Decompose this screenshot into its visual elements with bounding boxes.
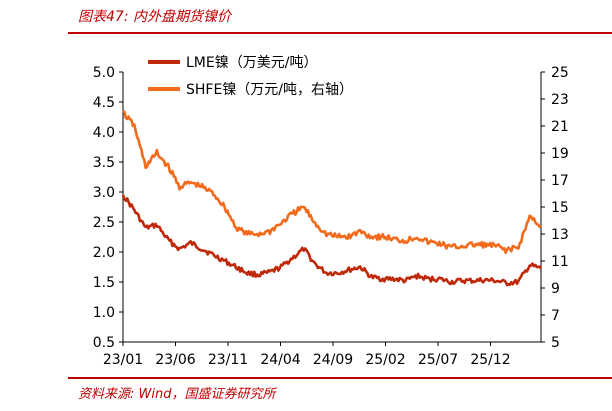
top-rule <box>68 32 612 34</box>
right-axis-tick-label: 23 <box>551 92 569 108</box>
left-axis-tick-label: 5.0 <box>93 65 115 81</box>
x-axis-tick-label: 24/04 <box>260 352 300 368</box>
x-axis-tick-label: 24/09 <box>313 352 353 368</box>
right-axis-tick-label: 7 <box>551 308 560 324</box>
right-axis-tick-label: 5 <box>551 335 560 351</box>
series-line-lme <box>121 194 543 287</box>
bottom-rule <box>68 377 612 379</box>
x-axis-tick-label: 25/07 <box>418 352 458 368</box>
x-axis-tick-label: 25/12 <box>470 352 510 368</box>
right-axis-tick-label: 21 <box>551 119 569 135</box>
left-axis-tick-label: 3.0 <box>93 185 115 201</box>
x-axis-tick-label: 23/11 <box>208 352 248 368</box>
chart-legend: LME镍（万美元/吨） SHFE镍（万元/吨，右轴） <box>148 55 353 98</box>
right-axis-tick-label: 19 <box>551 146 569 162</box>
source-note: 资料来源: Wind，国盛证券研究所 <box>78 387 276 402</box>
left-axis-tick-label: 0.5 <box>93 335 115 351</box>
figure-title: 图表47: 内外盘期货镍价 <box>78 9 231 25</box>
series-line-shfe <box>122 110 542 254</box>
left-axis-tick-label: 2.0 <box>93 245 115 261</box>
legend-label-shfe: SHFE镍（万元/吨，右轴） <box>186 82 353 98</box>
right-axis-tick-label: 17 <box>551 173 569 189</box>
right-axis-tick-label: 13 <box>551 227 569 243</box>
left-axis-tick-label: 4.5 <box>93 95 115 111</box>
right-axis-tick-label: 25 <box>551 65 569 81</box>
right-axis-tick-label: 11 <box>551 254 569 270</box>
left-axis-tick-label: 1.5 <box>93 275 115 291</box>
chart-axes: 0.5 1.0 1.5 2.0 2.5 3.0 3.5 4.0 4.5 5.0 5 7 9 11 13 15 1… <box>93 65 569 368</box>
left-axis-tick-label: 3.5 <box>93 155 115 171</box>
legend-label-lme: LME镍（万美元/吨） <box>186 55 317 71</box>
left-axis-tick-label: 2.5 <box>93 215 115 231</box>
x-axis-tick-label: 23/01 <box>103 352 143 368</box>
x-axis-tick-label: 25/02 <box>365 352 405 368</box>
right-axis-tick-label: 15 <box>551 200 569 216</box>
x-axis-tick-label: 23/06 <box>155 352 195 368</box>
right-axis-tick-label: 9 <box>551 281 560 297</box>
left-axis-tick-label: 4.0 <box>93 125 115 141</box>
left-axis-tick-label: 1.0 <box>93 305 115 321</box>
chart-series <box>121 110 543 287</box>
